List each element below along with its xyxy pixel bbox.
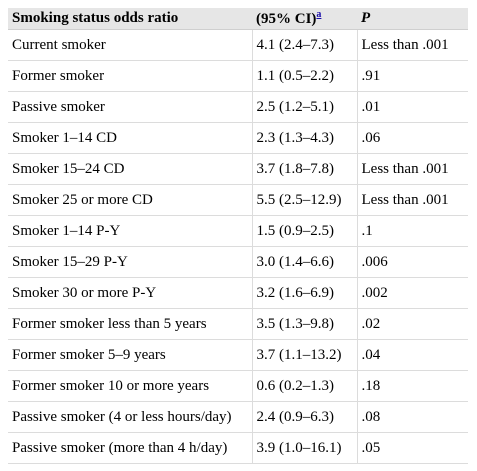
cell-ci: 3.5 (1.3–9.8) bbox=[252, 308, 358, 340]
cell-p-value: .002 bbox=[357, 277, 468, 309]
cell-smoking-status: Smoker 15–29 P-Y bbox=[8, 246, 253, 278]
cell-p-value: .08 bbox=[357, 401, 468, 433]
cell-ci: 3.7 (1.8–7.8) bbox=[252, 153, 358, 185]
table-header: Smoking status odds ratio (95% CI)a P bbox=[8, 8, 468, 30]
cell-smoking-status: Passive smoker (4 or less hours/day) bbox=[8, 401, 253, 433]
cell-ci: 5.5 (2.5–12.9) bbox=[252, 184, 358, 216]
cell-p-value: .1 bbox=[357, 215, 468, 247]
cell-smoking-status: Smoker 25 or more CD bbox=[8, 184, 253, 216]
cell-ci: 0.6 (0.2–1.3) bbox=[252, 370, 358, 402]
cell-smoking-status: Former smoker bbox=[8, 60, 253, 92]
table-row: Smoker 1–14 CD 2.3 (1.3–4.3) .06 bbox=[8, 122, 468, 154]
table-row: Smoker 25 or more CD 5.5 (2.5–12.9) Less t… bbox=[8, 184, 468, 216]
table-row: Former smoker 5–9 years 3.7 (1.1–13.2) .04 bbox=[8, 339, 468, 371]
cell-p-value: .18 bbox=[357, 370, 468, 402]
cell-ci: 3.0 (1.4–6.6) bbox=[252, 246, 358, 278]
cell-p-value: .04 bbox=[357, 339, 468, 371]
cell-smoking-status: Current smoker bbox=[8, 29, 253, 61]
table-row: Passive smoker (4 or less hours/day) 2.4 … bbox=[8, 401, 468, 433]
cell-smoking-status: Smoker 1–14 P-Y bbox=[8, 215, 253, 247]
cell-ci: 1.5 (0.9–2.5) bbox=[252, 215, 358, 247]
table-row: Smoker 1–14 P-Y 1.5 (0.9–2.5) .1 bbox=[8, 215, 468, 247]
cell-smoking-status: Former smoker less than 5 years bbox=[8, 308, 253, 340]
header-ci-label: (95% CI) bbox=[256, 11, 317, 27]
cell-p-value: .06 bbox=[357, 122, 468, 154]
cell-smoking-status: Former smoker 5–9 years bbox=[8, 339, 253, 371]
cell-smoking-status: Passive smoker bbox=[8, 91, 253, 123]
footnote-link[interactable]: a bbox=[316, 9, 322, 20]
table-row: Former smoker 1.1 (0.5–2.2) .91 bbox=[8, 60, 468, 92]
table-body: Current smoker 4.1 (2.4–7.3) Less than .00… bbox=[8, 29, 468, 464]
table-row: Smoker 30 or more P-Y 3.2 (1.6–6.9) .002 bbox=[8, 277, 468, 309]
table-row: Passive smoker (more than 4 h/day) 3.9 (1… bbox=[8, 432, 468, 464]
odds-ratio-table: Smoking status odds ratio (95% CI)a P Cu… bbox=[8, 8, 468, 464]
cell-smoking-status: Smoker 30 or more P-Y bbox=[8, 277, 253, 309]
cell-p-value: .006 bbox=[357, 246, 468, 278]
table-row: Passive smoker 2.5 (1.2–5.1) .01 bbox=[8, 91, 468, 123]
cell-p-value: .01 bbox=[357, 91, 468, 123]
header-ci: (95% CI)a bbox=[252, 8, 357, 30]
cell-ci: 3.9 (1.0–16.1) bbox=[252, 432, 358, 464]
table-row: Former smoker 10 or more years 0.6 (0.2–1… bbox=[8, 370, 468, 402]
cell-ci: 1.1 (0.5–2.2) bbox=[252, 60, 358, 92]
cell-p-value: .91 bbox=[357, 60, 468, 92]
cell-ci: 2.5 (1.2–5.1) bbox=[252, 91, 358, 123]
cell-smoking-status: Smoker 1–14 CD bbox=[8, 122, 253, 154]
cell-p-value: .02 bbox=[357, 308, 468, 340]
cell-p-value: Less than .001 bbox=[357, 153, 468, 185]
cell-smoking-status: Former smoker 10 or more years bbox=[8, 370, 253, 402]
cell-ci: 4.1 (2.4–7.3) bbox=[252, 29, 358, 61]
cell-ci: 2.3 (1.3–4.3) bbox=[252, 122, 358, 154]
header-p-value: P bbox=[357, 8, 468, 30]
cell-p-value: Less than .001 bbox=[357, 29, 468, 61]
cell-ci: 3.7 (1.1–13.2) bbox=[252, 339, 358, 371]
cell-ci: 3.2 (1.6–6.9) bbox=[252, 277, 358, 309]
footnote-marker: a bbox=[316, 9, 321, 20]
cell-p-value: Less than .001 bbox=[357, 184, 468, 216]
cell-smoking-status: Smoker 15–24 CD bbox=[8, 153, 253, 185]
cell-smoking-status: Passive smoker (more than 4 h/day) bbox=[8, 432, 253, 464]
table-row: Smoker 15–29 P-Y 3.0 (1.4–6.6) .006 bbox=[8, 246, 468, 278]
cell-ci: 2.4 (0.9–6.3) bbox=[252, 401, 358, 433]
table-row: Former smoker less than 5 years 3.5 (1.3–… bbox=[8, 308, 468, 340]
table-row: Current smoker 4.1 (2.4–7.3) Less than .00… bbox=[8, 29, 468, 61]
table-row: Smoker 15–24 CD 3.7 (1.8–7.8) Less than .0… bbox=[8, 153, 468, 185]
cell-p-value: .05 bbox=[357, 432, 468, 464]
header-smoking-status: Smoking status odds ratio bbox=[8, 8, 252, 30]
header-row: Smoking status odds ratio (95% CI)a P bbox=[8, 8, 468, 30]
